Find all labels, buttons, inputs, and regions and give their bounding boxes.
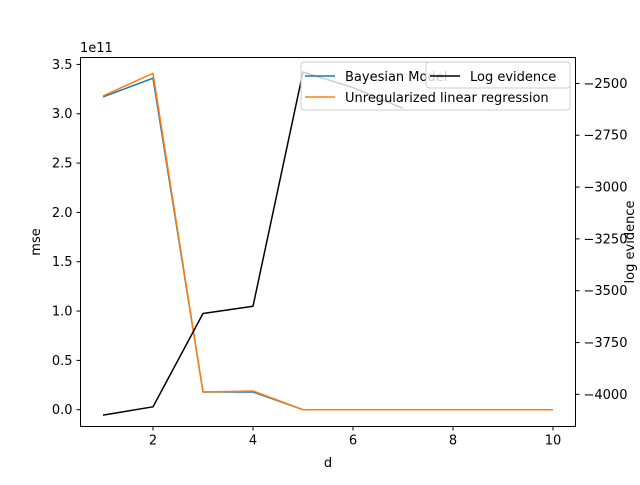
- left-y-tick-label: 1.5: [52, 255, 73, 270]
- x-tick-label: 6: [349, 434, 357, 449]
- log-evidence-line: [102, 71, 404, 416]
- right-y-tick-label: −3250: [584, 232, 628, 247]
- left-y-tick-label: 1.0: [52, 305, 73, 320]
- x-tick-label: 8: [449, 434, 457, 449]
- x-tick-label: 10: [545, 434, 562, 449]
- right-y-tick-label: −2750: [584, 129, 628, 144]
- x-tick-label: 2: [149, 434, 157, 449]
- right-y-axis-ticks: −4000 −3750 −3500 −3250 −3000 −2750 −2500: [575, 77, 628, 403]
- right-y-tick-label: −3500: [584, 284, 628, 299]
- unregularized-linear-regression-line: [102, 72, 553, 411]
- left-y-axis-label: mse: [29, 228, 44, 255]
- right-y-axis-label: log evidence: [623, 201, 638, 284]
- x-axis-label: d: [324, 456, 332, 471]
- left-y-tick-label: 3.0: [52, 107, 73, 122]
- left-y-tick-label: 0.5: [52, 354, 73, 369]
- right-y-tick-label: −3750: [584, 336, 628, 351]
- right-y-tick-label: −2500: [584, 77, 628, 92]
- left-y-tick-label: 3.5: [52, 58, 73, 73]
- left-y-axis-ticks: 0.0 0.5 1.0 1.5 2.0 2.5 3.0 3.5: [52, 58, 81, 418]
- legend-log-evidence: Log evidence: [425, 61, 571, 89]
- legend-entry-unregularized: Unregularized linear regression: [345, 91, 549, 106]
- left-y-tick-label: 2.5: [52, 157, 73, 172]
- bayesian-model-line: [102, 77, 553, 411]
- left-y-tick-label: 2.0: [52, 206, 73, 221]
- x-axis-ticks: 2 4 6 8 10: [149, 426, 562, 449]
- axes-frame: [80, 57, 576, 427]
- left-axis-offset-text: 1e11: [80, 41, 113, 56]
- right-y-tick-label: −4000: [584, 388, 628, 403]
- legend-entry-log-evidence: Log evidence: [470, 70, 556, 85]
- legend-box: [425, 61, 571, 89]
- left-y-tick-label: 0.0: [52, 403, 73, 418]
- x-tick-label: 4: [249, 434, 257, 449]
- plot-lines: [102, 71, 553, 416]
- right-y-tick-label: −3000: [584, 181, 628, 196]
- legend-entry-bayesian-model: Bayesian Model: [345, 70, 447, 85]
